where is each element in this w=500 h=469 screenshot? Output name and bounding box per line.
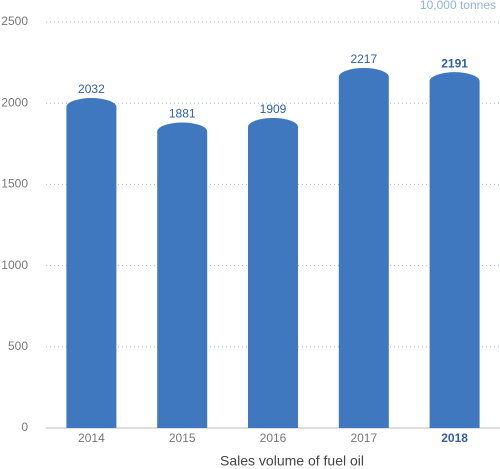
bar — [66, 98, 117, 428]
y-tick-label: 1500 — [1, 177, 28, 191]
value-label: 2191 — [441, 56, 468, 70]
x-tick-label: 2015 — [169, 431, 196, 445]
bar — [248, 117, 298, 429]
bar — [338, 67, 389, 429]
x-tick-label: 2016 — [260, 431, 287, 445]
value-label: 1909 — [260, 102, 287, 116]
y-tick-label: 500 — [8, 339, 28, 353]
value-label: 2032 — [78, 82, 105, 96]
unit-label: 10,000 tonnes — [420, 0, 496, 12]
bar — [429, 72, 480, 428]
value-label: 2217 — [350, 52, 377, 66]
y-tick-label: 2000 — [1, 95, 28, 109]
bar — [157, 122, 208, 428]
y-tick-label: 2500 — [1, 14, 28, 28]
x-tick-label: 2018 — [441, 431, 468, 445]
x-tick-label: 2014 — [78, 431, 105, 445]
y-tick-label: 0 — [21, 420, 28, 434]
x-tick-label: 2017 — [350, 431, 377, 445]
chart-title: Sales volume of fuel oil — [220, 453, 364, 469]
value-label: 1881 — [169, 107, 196, 121]
y-tick-label: 1000 — [1, 258, 28, 272]
